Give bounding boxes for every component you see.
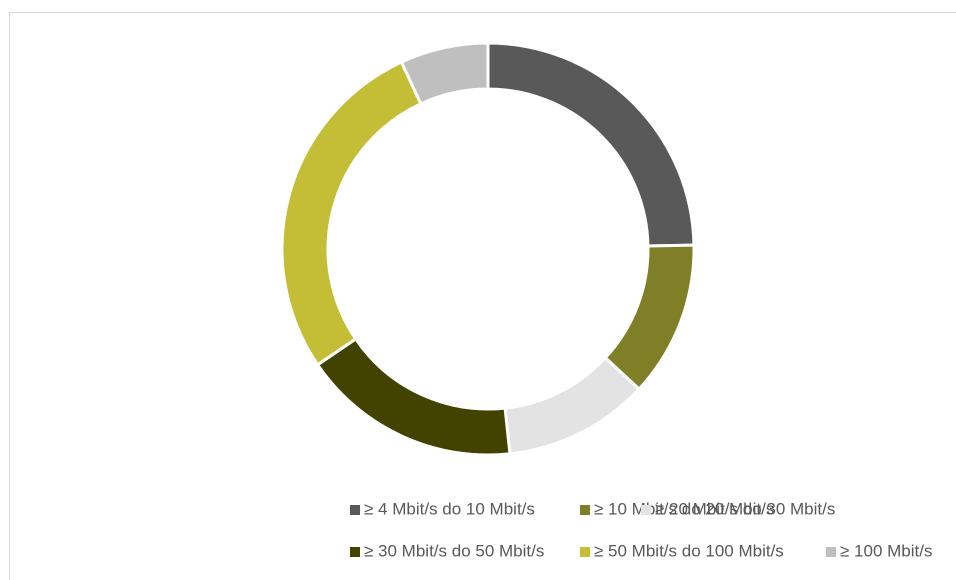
legend-label: ≥ 10 Mbit/s do 20 Mbit/s [594, 499, 774, 518]
legend-swatch [826, 547, 836, 557]
legend-swatch [350, 547, 360, 557]
legend-label: ≥ 4 Mbit/s do 10 Mbit/s [364, 499, 535, 518]
chart-frame [9, 12, 956, 580]
legend-label: ≥ 50 Mbit/s do 100 Mbit/s [594, 541, 784, 560]
legend-swatch [580, 547, 590, 557]
legend-swatch [641, 505, 651, 515]
legend-label: ≥ 100 Mbit/s [840, 541, 932, 560]
legend-label: ≥ 20 Mbit/s do 30 Mbit/s [655, 499, 835, 518]
legend-swatch [580, 505, 590, 515]
legend-label: ≥ 30 Mbit/s do 50 Mbit/s [364, 541, 544, 560]
legend-swatch [350, 505, 360, 515]
donut-segment [399, 41, 490, 106]
